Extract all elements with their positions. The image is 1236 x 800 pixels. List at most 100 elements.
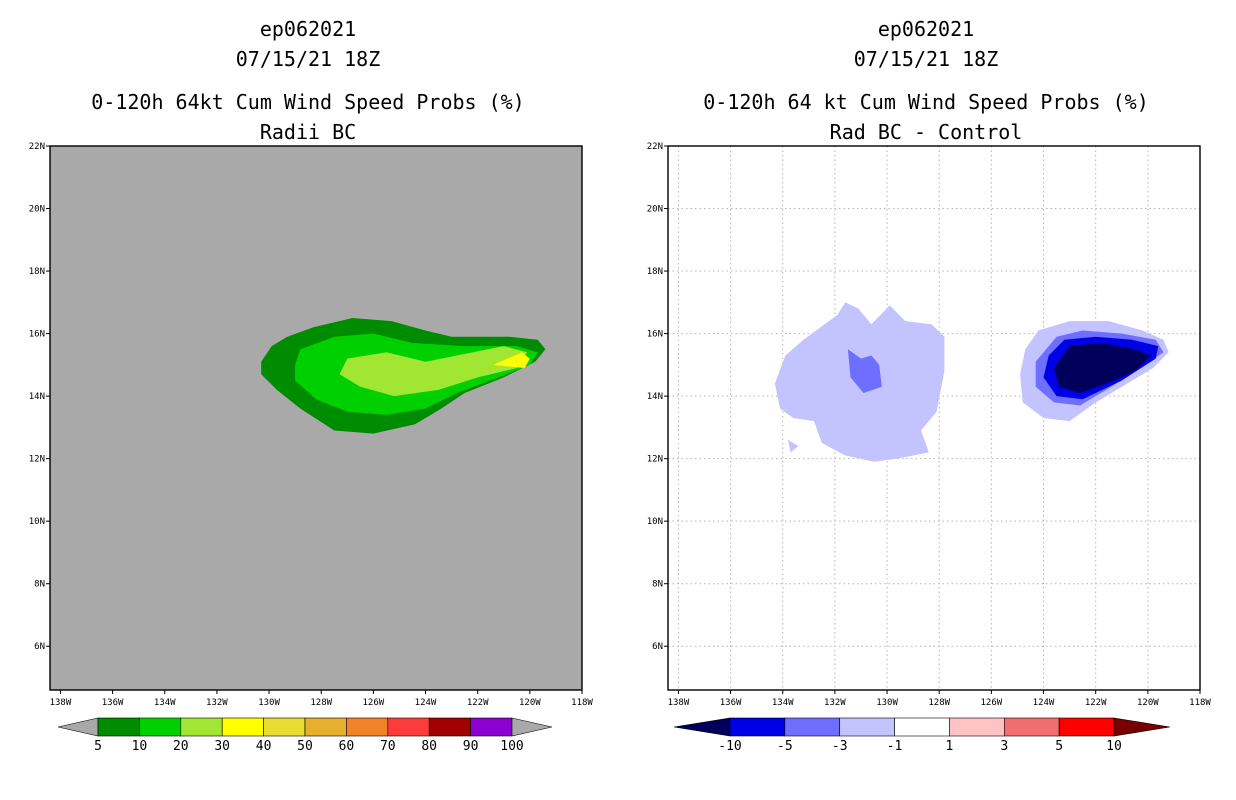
colorbar-label-1: -5	[777, 739, 793, 754]
y-tick-label-8: 6N	[652, 642, 663, 652]
contour--5-to--3-1	[847, 349, 882, 393]
x-tick-label-7: 124W	[415, 698, 437, 708]
contour-30-to-40-3	[493, 352, 530, 368]
colorbar-swatch-6	[346, 717, 389, 737]
y-tick-label-8: 6N	[34, 642, 45, 652]
x-tick-label-1: 136W	[102, 698, 124, 708]
x-tick-label-2: 134W	[154, 698, 176, 708]
y-tick-label-5: 12N	[647, 455, 663, 465]
colorbar-label-8: 80	[421, 739, 437, 754]
right-colorbar: -10 -5 -3 -1 1 3 5 10	[673, 717, 1171, 754]
right-map-panel: 138W 136W 134W 132W 130W 128W 126W 124W 122W 120W…	[647, 142, 1212, 708]
colorbar-label-0: -10	[718, 739, 741, 754]
right-title-line-1: ep062021	[878, 17, 974, 41]
colorbar-swatch-1	[784, 717, 841, 737]
y-tick-label-1: 20N	[29, 205, 45, 215]
map-frame	[49, 145, 583, 691]
x-tick-label-10: 118W	[1189, 698, 1211, 708]
x-tick-label-0: 138W	[668, 698, 690, 708]
colorbar-swatch-9	[470, 717, 513, 737]
contour--100-to--10-6	[1054, 343, 1151, 393]
colorbar-swatch-0	[729, 717, 786, 737]
x-tick-label-9: 120W	[1137, 698, 1159, 708]
x-tick-label-0: 138W	[50, 698, 72, 708]
x-tick-label-3: 132W	[206, 698, 228, 708]
y-tick-label-3: 16N	[647, 330, 663, 340]
colorbar-label-0: 5	[94, 739, 102, 754]
left-title-line-3: 0-120h 64kt Cum Wind Speed Probs (%)	[91, 90, 524, 114]
y-tick-label-7: 8N	[34, 580, 45, 590]
left-colorbar: 5 10 20 30 40 50 60 70 80 90 100	[57, 717, 553, 754]
contour-20-to-30-2	[339, 346, 528, 397]
colorbar-swatch-5	[304, 717, 347, 737]
y-tick-label-2: 18N	[29, 267, 45, 277]
y-tick-label-6: 10N	[29, 517, 45, 527]
colorbar-label-2: 20	[173, 739, 189, 754]
x-tick-label-2: 134W	[772, 698, 794, 708]
x-tick-label-4: 130W	[258, 698, 280, 708]
right-panel-titles: ep062021 07/15/21 18Z 0-120h 64 kt Cum W…	[703, 17, 1149, 144]
colorbar-swatch-1	[139, 717, 182, 737]
y-tick-label-5: 12N	[29, 455, 45, 465]
colorbar-over-triangle	[1113, 717, 1171, 737]
x-tick-label-7: 124W	[1033, 698, 1055, 708]
y-tick-label-2: 18N	[647, 267, 663, 277]
x-tick-label-4: 130W	[876, 698, 898, 708]
colorbar-label-7: 10	[1106, 739, 1122, 754]
colorbar-label-6: 5	[1055, 739, 1063, 754]
left-panel-titles: ep062021 07/15/21 18Z 0-120h 64kt Cum Wi…	[91, 17, 524, 144]
y-tick-label-1: 20N	[647, 205, 663, 215]
x-tick-label-1: 136W	[720, 698, 742, 708]
x-tick-label-6: 126W	[981, 698, 1003, 708]
map-frame	[667, 145, 1201, 691]
left-title-line-2: 07/15/21 18Z	[236, 47, 381, 71]
colorbar-swatch-8	[428, 717, 471, 737]
y-tick-label-4: 14N	[647, 392, 663, 402]
colorbar-label-4: 1	[946, 739, 954, 754]
colorbar-swatch-4	[949, 717, 1005, 737]
right-title-line-4: Rad BC - Control	[830, 120, 1023, 144]
x-tick-label-8: 122W	[467, 698, 489, 708]
x-tick-label-8: 122W	[1085, 698, 1107, 708]
colorbar-under-triangle	[673, 717, 731, 737]
colorbar-swatch-7	[387, 717, 430, 737]
colorbar-swatch-4	[263, 717, 306, 737]
colorbar-swatch-2	[839, 717, 895, 737]
colorbar-label-5: 3	[1000, 739, 1008, 754]
colorbar-label-9: 90	[463, 739, 479, 754]
x-tick-label-3: 132W	[824, 698, 846, 708]
colorbar-label-10: 100	[500, 739, 523, 754]
colorbar-swatch-3	[894, 717, 950, 737]
colorbar-label-1: 10	[132, 739, 148, 754]
colorbar-swatch-3	[221, 717, 264, 737]
colorbar-label-7: 70	[380, 739, 396, 754]
colorbar-under-triangle	[57, 717, 99, 737]
colorbar-swatch-2	[180, 717, 223, 737]
colorbar-label-3: 30	[214, 739, 230, 754]
colorbar-label-3: -1	[887, 739, 903, 754]
y-tick-label-0: 22N	[647, 142, 663, 152]
y-tick-label-4: 14N	[29, 392, 45, 402]
left-title-line-4: Radii BC	[260, 120, 356, 144]
left-title-line-1: ep062021	[260, 17, 356, 41]
y-tick-label-0: 22N	[29, 142, 45, 152]
x-tick-label-5: 128W	[928, 698, 950, 708]
x-tick-label-6: 126W	[363, 698, 385, 708]
x-tick-label-9: 120W	[519, 698, 541, 708]
left-map-panel: 138W 136W 134W 132W 130W 128W 126W 124W 122W 120W…	[29, 142, 594, 708]
x-tick-label-5: 128W	[310, 698, 332, 708]
x-tick-label-10: 118W	[571, 698, 593, 708]
colorbar-over-triangle	[511, 717, 553, 737]
colorbar-label-5: 50	[297, 739, 313, 754]
colorbar-label-6: 60	[339, 739, 355, 754]
contour--3-to--1-2	[788, 439, 799, 453]
colorbar-label-4: 40	[256, 739, 272, 754]
colorbar-swatch-5	[1003, 717, 1060, 737]
map-background	[668, 146, 1200, 690]
right-title-line-2: 07/15/21 18Z	[854, 47, 999, 71]
y-tick-label-6: 10N	[647, 517, 663, 527]
y-tick-label-3: 16N	[29, 330, 45, 340]
y-tick-label-7: 8N	[652, 580, 663, 590]
right-title-line-3: 0-120h 64 kt Cum Wind Speed Probs (%)	[703, 90, 1149, 114]
